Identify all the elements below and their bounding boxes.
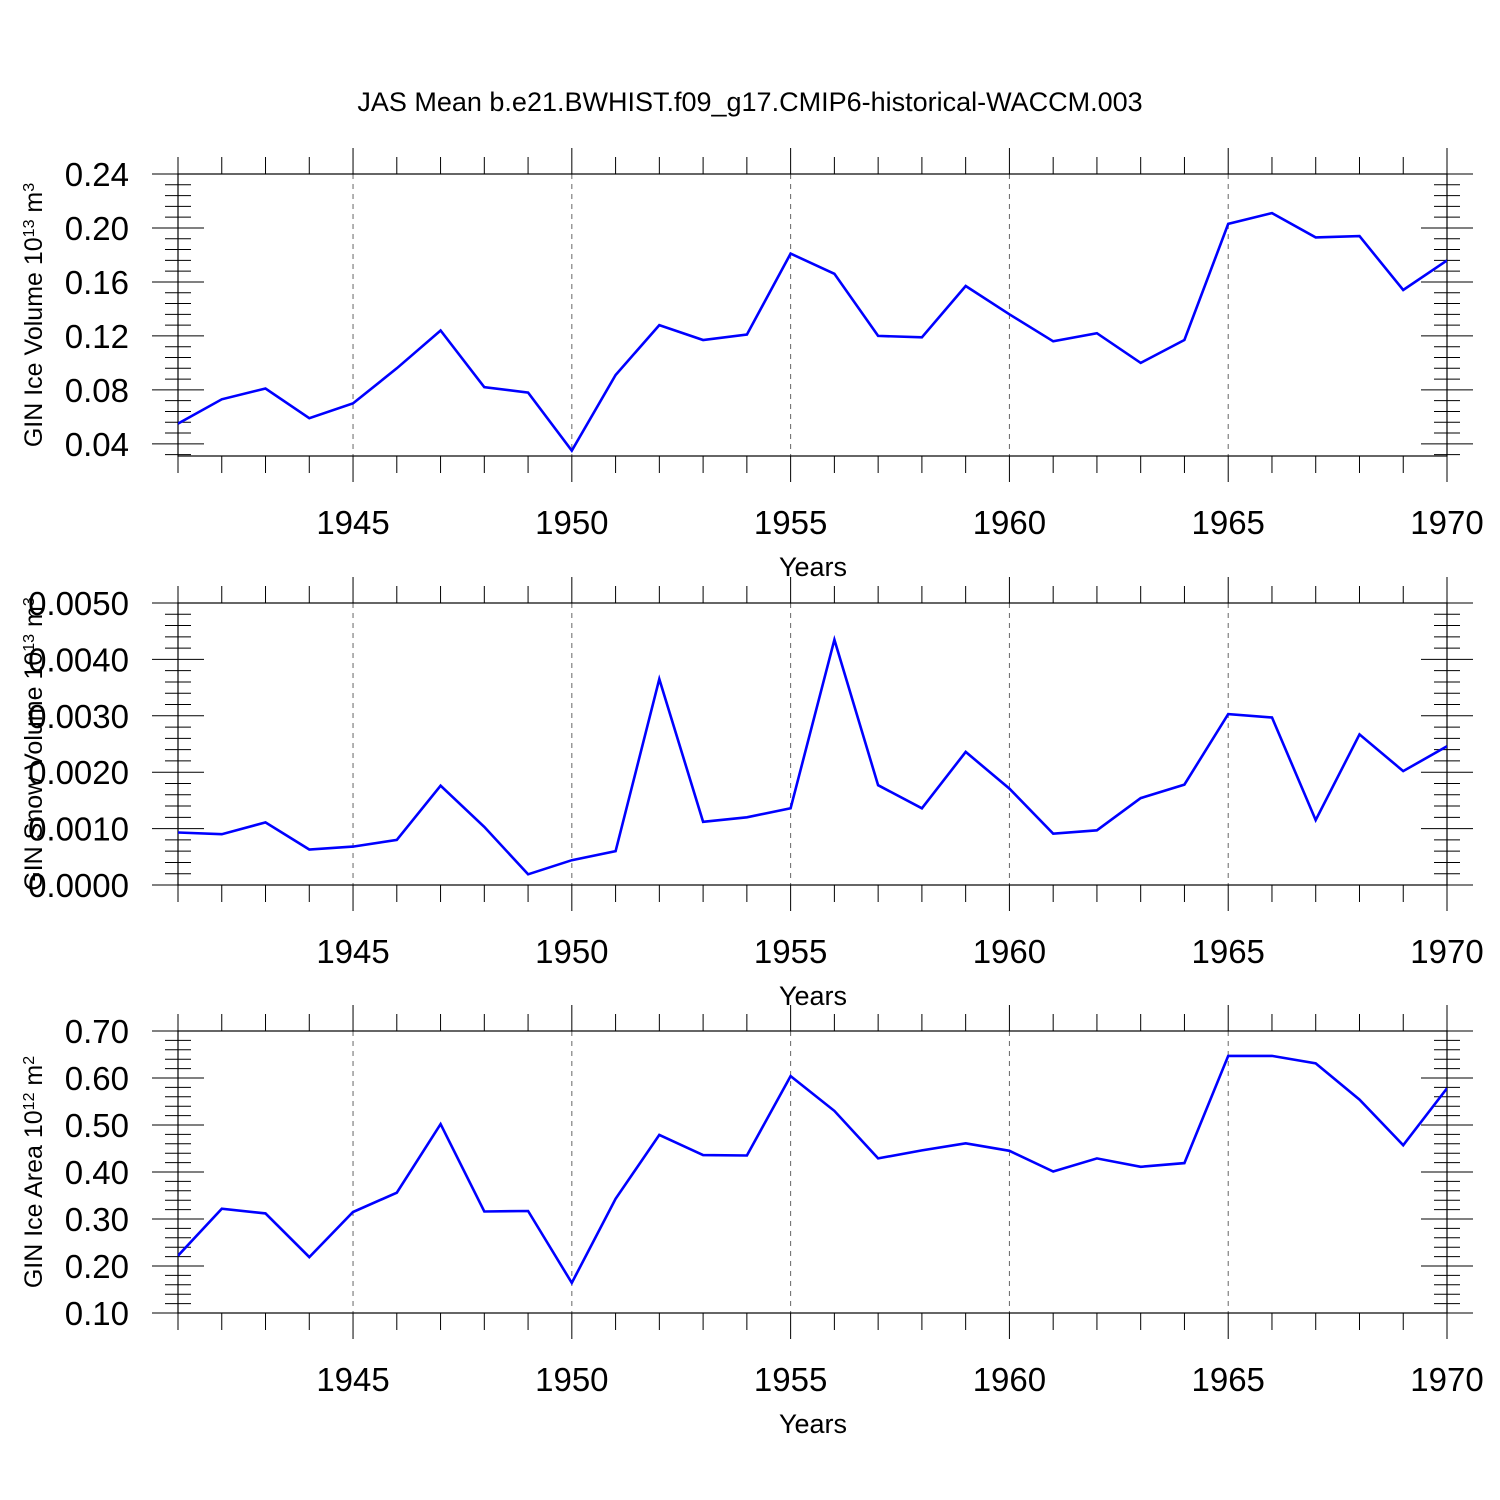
x-axis-label: Years bbox=[779, 981, 847, 1011]
panel-2: 1945 1950 1955 1960 1965 1970 Years 0.0000 0.001… bbox=[20, 577, 1484, 1011]
x-tick-label: 1945 bbox=[316, 504, 389, 541]
x-tick-label: 1950 bbox=[535, 504, 608, 541]
y-axis-label: GIN Ice Area 1012 m2 bbox=[20, 1056, 48, 1288]
x-tick-label: 1965 bbox=[1191, 1361, 1264, 1398]
x-tick-label: 1945 bbox=[316, 1361, 389, 1398]
y-tick-label: 0.0020 bbox=[28, 754, 129, 791]
series-line bbox=[178, 211, 1447, 453]
x-tick-label: 1965 bbox=[1191, 933, 1264, 970]
y-tick-label: 0.20 bbox=[65, 1248, 129, 1285]
x-axis-label: Years bbox=[779, 1409, 847, 1439]
y-tick-label: 0.12 bbox=[65, 318, 129, 355]
x-tick-label: 1960 bbox=[973, 933, 1046, 970]
x-tick-label: 1965 bbox=[1191, 504, 1264, 541]
x-tick-label: 1955 bbox=[754, 933, 827, 970]
y-tick-label: 0.0040 bbox=[28, 641, 129, 678]
x-tick-label: 1970 bbox=[1410, 504, 1483, 541]
y-tick-label: 0.0000 bbox=[28, 867, 129, 904]
y-tick-label: 0.24 bbox=[65, 156, 129, 193]
x-tick-label: 1970 bbox=[1410, 1361, 1483, 1398]
plot-frame bbox=[177, 602, 1448, 886]
y-tick-label: 0.30 bbox=[65, 1201, 129, 1238]
y-tick-label: 0.0050 bbox=[28, 585, 129, 622]
y-tick-label: 0.04 bbox=[65, 426, 129, 463]
y-tick-label: 0.16 bbox=[65, 264, 129, 301]
x-tick-label: 1955 bbox=[754, 1361, 827, 1398]
y-tick-label: 0.0030 bbox=[28, 698, 129, 735]
series-line bbox=[178, 1054, 1447, 1286]
x-tick-label: 1955 bbox=[754, 504, 827, 541]
y-tick-label: 0.50 bbox=[65, 1107, 129, 1144]
x-tick-label: 1950 bbox=[535, 933, 608, 970]
y-tick-label: 0.60 bbox=[65, 1060, 129, 1097]
y-tick-label: 0.10 bbox=[65, 1295, 129, 1332]
y-axis-label: GIN Snow Volume 1013 m3 bbox=[20, 597, 48, 891]
plot-frame bbox=[177, 173, 1448, 457]
y-tick-label: 0.40 bbox=[65, 1154, 129, 1191]
y-axis-label: GIN Ice Volume 1013 m3 bbox=[20, 183, 48, 447]
series-line bbox=[178, 634, 1447, 876]
y-tick-label: 0.0010 bbox=[28, 811, 129, 848]
panels: 1945 1950 1955 1960 1965 1970 Years 0.04 0.08 0.1… bbox=[20, 148, 1484, 1439]
x-tick-label: 1950 bbox=[535, 1361, 608, 1398]
x-axis-label: Years bbox=[779, 552, 847, 582]
y-tick-label: 0.20 bbox=[65, 210, 129, 247]
x-tick-label: 1960 bbox=[973, 504, 1046, 541]
panel-1: 1945 1950 1955 1960 1965 1970 Years 0.04 0.08 0.1… bbox=[20, 148, 1484, 582]
panel-3: 1945 1950 1955 1960 1965 1970 Years 0.10 0.20 0.3… bbox=[20, 1005, 1484, 1439]
x-tick-label: 1970 bbox=[1410, 933, 1483, 970]
x-tick-label: 1945 bbox=[316, 933, 389, 970]
figure-title: JAS Mean b.e21.BWHIST.f09_g17.CMIP6-hist… bbox=[357, 87, 1142, 117]
x-tick-label: 1960 bbox=[973, 1361, 1046, 1398]
y-tick-label: 0.70 bbox=[65, 1013, 129, 1050]
y-tick-label: 0.08 bbox=[65, 372, 129, 409]
